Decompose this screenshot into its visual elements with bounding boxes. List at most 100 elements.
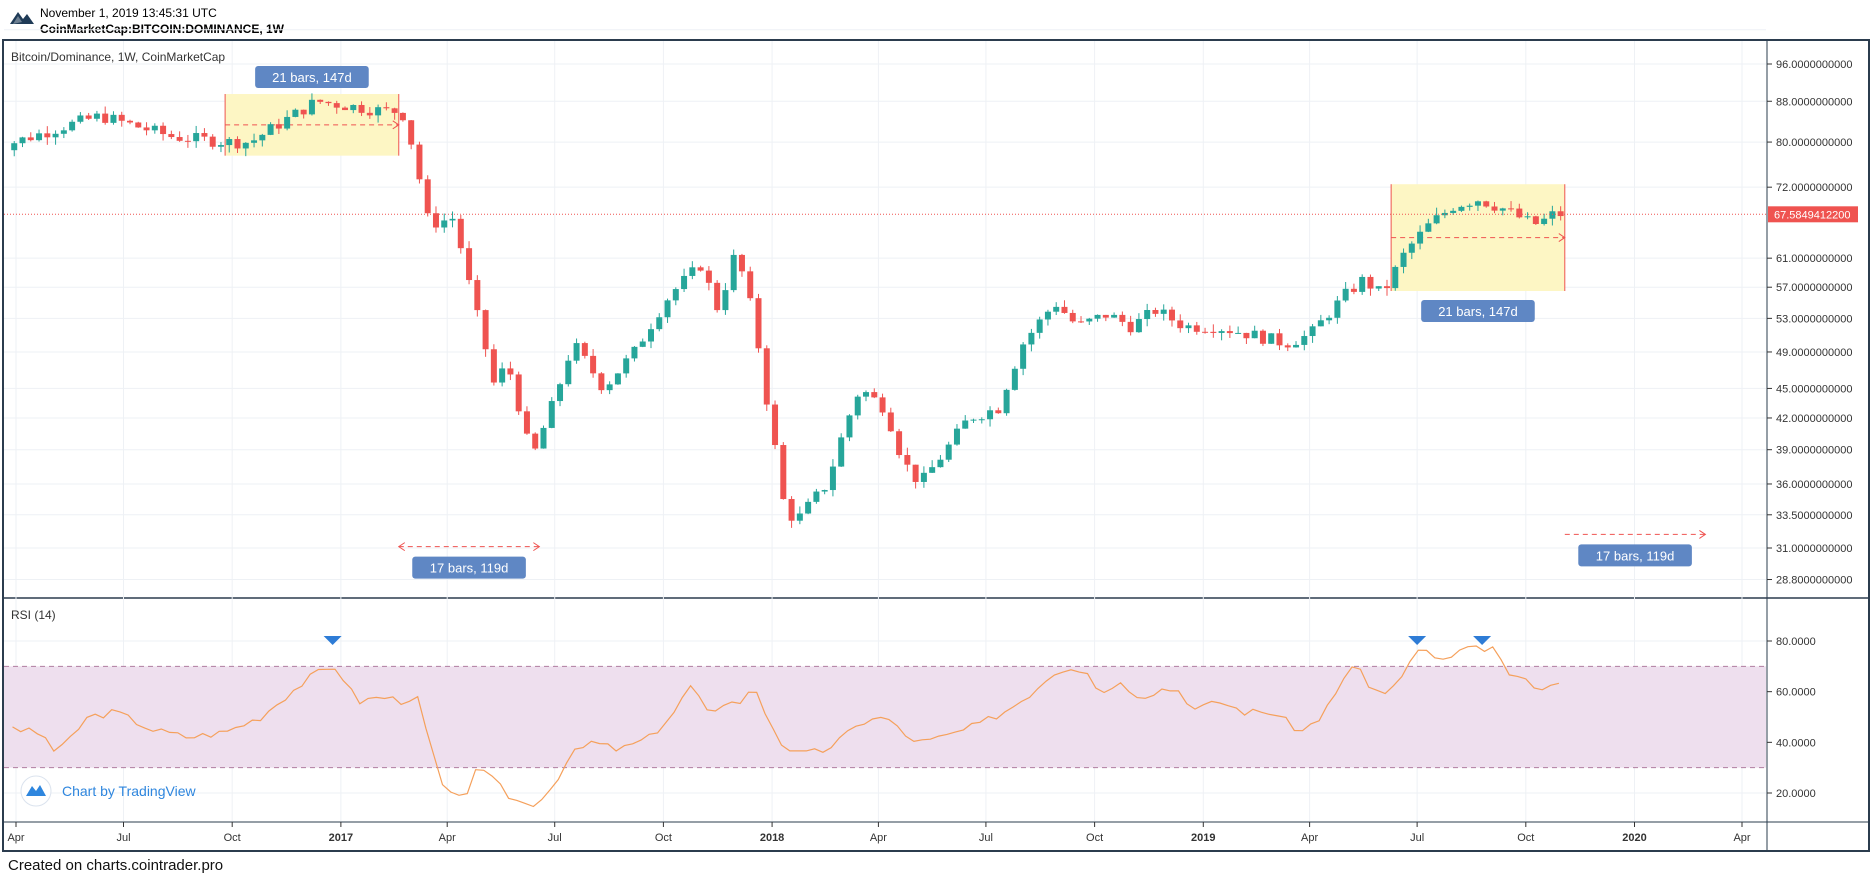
rsi-band (4, 665, 1766, 769)
candle-body (1375, 286, 1382, 289)
candle-body (77, 115, 84, 122)
price-tick-label: 49.0000000000 (1776, 347, 1852, 359)
candle-body (160, 125, 167, 135)
candle-body (325, 101, 332, 104)
range-arrow-icon (1558, 233, 1566, 243)
candle-body (1268, 333, 1275, 344)
candle-body (1193, 325, 1200, 332)
rsi-series (12, 645, 1560, 808)
candle-body (1326, 317, 1333, 321)
candle-body (515, 374, 522, 412)
price-tick-label: 96.0000000000 (1776, 59, 1852, 71)
candle-body (747, 271, 754, 299)
candle-body (722, 290, 729, 311)
candle-body (532, 433, 539, 449)
candle-body (317, 99, 324, 102)
candle-body (259, 134, 266, 141)
range-label: 21 bars, 147d (272, 70, 352, 85)
candle-body (1276, 333, 1283, 346)
time-tick-label: 2018 (760, 832, 784, 844)
candle-body (821, 490, 828, 492)
range-label: 17 bars, 119d (1596, 548, 1675, 563)
candle-body (507, 368, 514, 375)
range-label-bg (412, 556, 526, 579)
candle-body (1036, 319, 1043, 333)
candle-body (763, 348, 770, 405)
candle-body (217, 145, 224, 147)
candle-body (342, 107, 349, 111)
time-axis[interactable]: Apr Jul Oct 2017 Apr Jul Oct 2018 Apr Jul Oct 2019 A… (7, 822, 1751, 844)
candle-body (308, 99, 315, 115)
rsi-tick-label: 40.0000 (1776, 737, 1816, 749)
candle-body (1226, 331, 1233, 334)
candle-body (375, 107, 382, 116)
signal-triangle-down-icon (1408, 636, 1427, 645)
candle-body (689, 267, 696, 276)
price-tick-label: 42.0000000000 (1776, 413, 1852, 425)
candle-body (242, 142, 249, 149)
rsi-tick-label: 60.0000 (1776, 687, 1816, 699)
candle-body (1392, 266, 1399, 289)
candle-body (805, 501, 812, 514)
candle-body (135, 122, 142, 128)
candle-body (598, 373, 605, 391)
candle-body (449, 218, 456, 221)
candle-body (714, 282, 721, 311)
time-tick-label: Oct (224, 832, 241, 844)
candle-body (27, 137, 34, 141)
candle-body (1557, 211, 1564, 217)
rsi-line (12, 645, 1560, 808)
time-tick-label: Apr (7, 832, 24, 844)
candle-body (540, 427, 547, 449)
candle-series (11, 93, 1564, 528)
candle-body (1177, 320, 1184, 329)
candle-body (581, 343, 588, 356)
candle-body (920, 472, 927, 482)
price-axis[interactable]: 96.0000000000 88.0000000000 80.0000000000 7… (1767, 59, 1852, 587)
candle-body (829, 466, 836, 491)
rsi-axis[interactable]: 80.0000 60.0000 40.0000 20.0000 (1767, 636, 1816, 800)
candle-body (1086, 318, 1093, 322)
candle-body (1284, 345, 1291, 348)
price-tick-label: 88.0000000000 (1776, 96, 1852, 108)
candle-body (284, 116, 291, 129)
candle-body (93, 113, 100, 119)
tradingview-watermark[interactable]: Chart by TradingView (20, 775, 196, 807)
candle-body (1425, 223, 1432, 232)
candle-body (69, 121, 76, 131)
candle-body (333, 103, 340, 108)
candle-body (887, 412, 894, 432)
candle-body (912, 464, 919, 482)
candle-body (234, 139, 241, 149)
candle-body (350, 104, 357, 111)
candle-body (127, 120, 134, 123)
candle-body (656, 317, 663, 330)
candle-body (1417, 231, 1424, 244)
candle-body (1185, 325, 1192, 329)
candle-body (1235, 332, 1242, 334)
time-tick-label: Jul (548, 832, 562, 844)
candle-body (19, 137, 26, 144)
candle-body (590, 355, 597, 374)
range-labels: 21 bars, 147d 21 bars, 147d 17 bars, 119d 1… (255, 66, 1692, 579)
candle-body (1400, 252, 1407, 267)
candle-body (697, 267, 704, 271)
range-label: 21 bars, 147d (1438, 304, 1518, 319)
candle-body (251, 140, 258, 143)
last-price-label: 67.5849412200 (1774, 209, 1850, 221)
range-label-bg (1421, 299, 1535, 322)
candle-body (846, 415, 853, 438)
candle-body (1541, 218, 1548, 225)
last-price-line: 67.5849412200 (4, 206, 1858, 223)
candle-body (606, 384, 613, 391)
candle-body (1483, 201, 1490, 207)
range-label-bg (1578, 544, 1692, 567)
candle-body (11, 143, 18, 151)
time-tick-label: Apr (1733, 832, 1750, 844)
candle-body (1309, 326, 1316, 337)
candle-body (871, 392, 878, 398)
candle-body (813, 491, 820, 502)
candle-body (168, 134, 175, 138)
candle-body (1408, 243, 1415, 253)
